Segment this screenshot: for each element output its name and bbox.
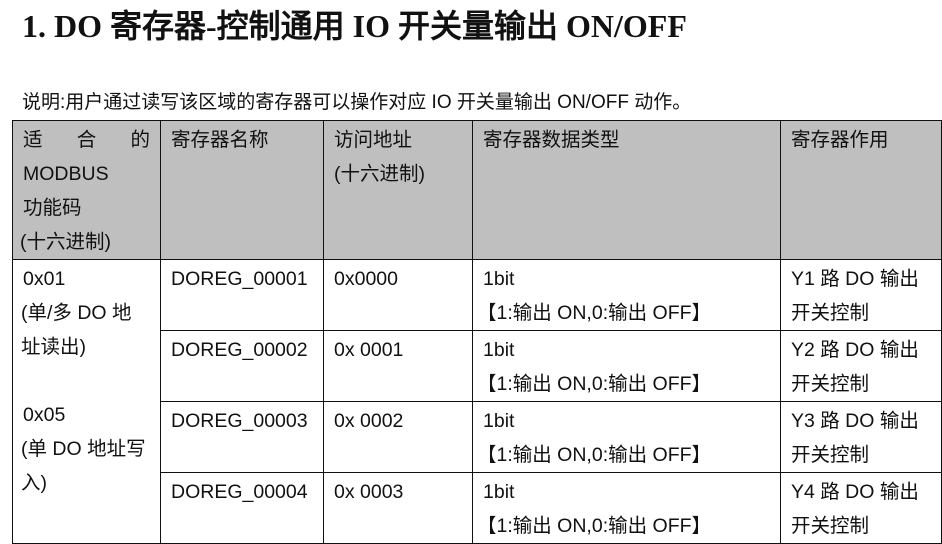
header-type: 寄存器数据类型 xyxy=(472,120,781,260)
type-note: 【1:输出 ON,0:输出 OFF】 xyxy=(477,444,712,466)
header-text: (十六进制) xyxy=(334,163,425,185)
register-purpose: Y2 路 DO 输出开关控制 xyxy=(780,330,942,402)
register-name: DOREG_00002 xyxy=(160,330,324,402)
header-text: 的 xyxy=(130,129,150,151)
type-note: 【1:输出 ON,0:输出 OFF】 xyxy=(477,373,712,395)
func-code: 0x05 xyxy=(23,404,66,426)
header-text: 适 xyxy=(23,129,43,151)
func-desc: (单 DO 地址写入) xyxy=(21,438,146,494)
register-name: DOREG_00003 xyxy=(160,401,324,473)
table-row: DOREG_00004 0x 0003 1bit 【1:输出 ON,0:输出 OF… xyxy=(13,472,942,544)
type-text: 1bit xyxy=(483,268,515,290)
register-address: 0x 0001 xyxy=(323,330,473,402)
register-name: DOREG_00004 xyxy=(160,472,324,544)
register-name: DOREG_00001 xyxy=(160,259,324,331)
func-desc: (单/多 DO 地址读出) xyxy=(21,302,132,358)
header-text: (十六进制) xyxy=(20,231,111,253)
register-type: 1bit 【1:输出 ON,0:输出 OFF】 xyxy=(472,472,781,544)
func-code-cell: 0x01 (单/多 DO 地址读出) 0x05 (单 DO 地址写入) xyxy=(12,259,161,544)
section-title: 1. DO 寄存器-控制通用 IO 开关量输出 ON/OFF xyxy=(22,8,687,44)
header-text: 合 xyxy=(76,129,97,151)
register-table: 适合的 MODBUS 功能码 (十六进制) 寄存器名称 访问地址 (十六进制) … xyxy=(12,120,942,544)
type-text: 1bit xyxy=(483,410,515,432)
register-type: 1bit 【1:输出 ON,0:输出 OFF】 xyxy=(472,401,781,473)
register-type: 1bit 【1:输出 ON,0:输出 OFF】 xyxy=(472,259,781,331)
type-note: 【1:输出 ON,0:输出 OFF】 xyxy=(477,302,712,324)
header-text: 功能码 xyxy=(23,197,82,219)
table-row: DOREG_00002 0x 0001 1bit 【1:输出 ON,0:输出 OF… xyxy=(13,330,942,402)
type-note: 【1:输出 ON,0:输出 OFF】 xyxy=(477,515,712,537)
description: 说明:用户通过读写该区域的寄存器可以操作对应 IO 开关量输出 ON/OFF 动… xyxy=(22,92,692,113)
table-header-row: 适合的 MODBUS 功能码 (十六进制) 寄存器名称 访问地址 (十六进制) … xyxy=(12,120,942,260)
register-purpose: Y3 路 DO 输出开关控制 xyxy=(780,401,942,473)
register-address: 0x 0003 xyxy=(323,472,473,544)
header-text: 访问地址 xyxy=(334,129,413,151)
func-group: 0x05 (单 DO 地址写入) xyxy=(21,398,150,500)
func-group: 0x01 (单/多 DO 地址读出) xyxy=(21,262,150,398)
header-func-code: 适 合 的 MODBUS 功能码 (十六进制) xyxy=(12,120,161,260)
type-text: 1bit xyxy=(483,481,515,503)
header-text: MODBUS xyxy=(23,163,109,185)
header-name: 寄存器名称 xyxy=(160,120,324,260)
func-code: 0x01 xyxy=(23,268,66,290)
register-address: 0x0000 xyxy=(323,259,473,331)
table-row: 0x01 (单/多 DO 地址读出) 0x05 (单 DO 地址写入) DORE… xyxy=(12,259,942,544)
register-address: 0x 0002 xyxy=(323,401,473,473)
register-purpose: Y1 路 DO 输出开关控制 xyxy=(780,259,942,331)
header-address: 访问地址 (十六进制) xyxy=(323,120,473,260)
table-row: DOREG_00003 0x 0002 1bit 【1:输出 ON,0:输出 OF… xyxy=(13,401,942,473)
type-text: 1bit xyxy=(483,339,515,361)
register-type: 1bit 【1:输出 ON,0:输出 OFF】 xyxy=(472,330,781,402)
register-purpose: Y4 路 DO 输出开关控制 xyxy=(780,472,942,544)
header-purpose: 寄存器作用 xyxy=(780,120,942,260)
